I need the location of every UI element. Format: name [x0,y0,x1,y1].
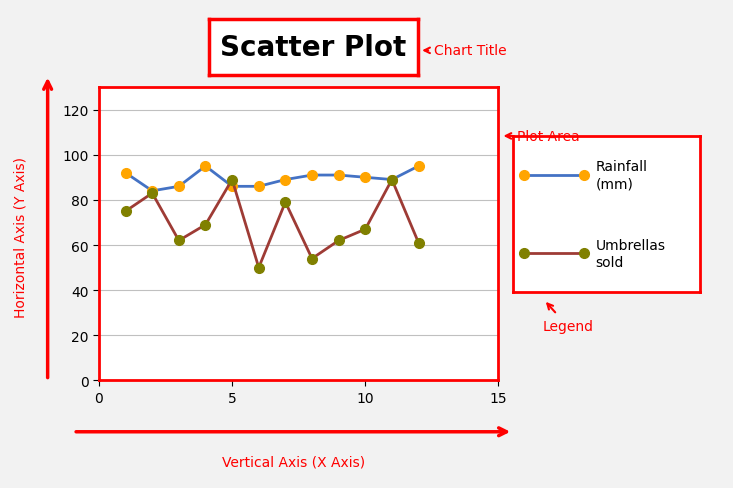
Text: Vertical Axis (X Axis): Vertical Axis (X Axis) [221,454,365,468]
Text: Chart Title: Chart Title [434,44,507,58]
Text: Umbrellas
sold: Umbrellas sold [595,238,666,269]
Text: Horizontal Axis (Y Axis): Horizontal Axis (Y Axis) [13,156,28,317]
Text: Scatter Plot: Scatter Plot [220,34,407,61]
Text: Plot Area: Plot Area [517,130,581,143]
Text: Rainfall
(mm): Rainfall (mm) [595,160,647,191]
Text: Legend: Legend [542,320,594,334]
